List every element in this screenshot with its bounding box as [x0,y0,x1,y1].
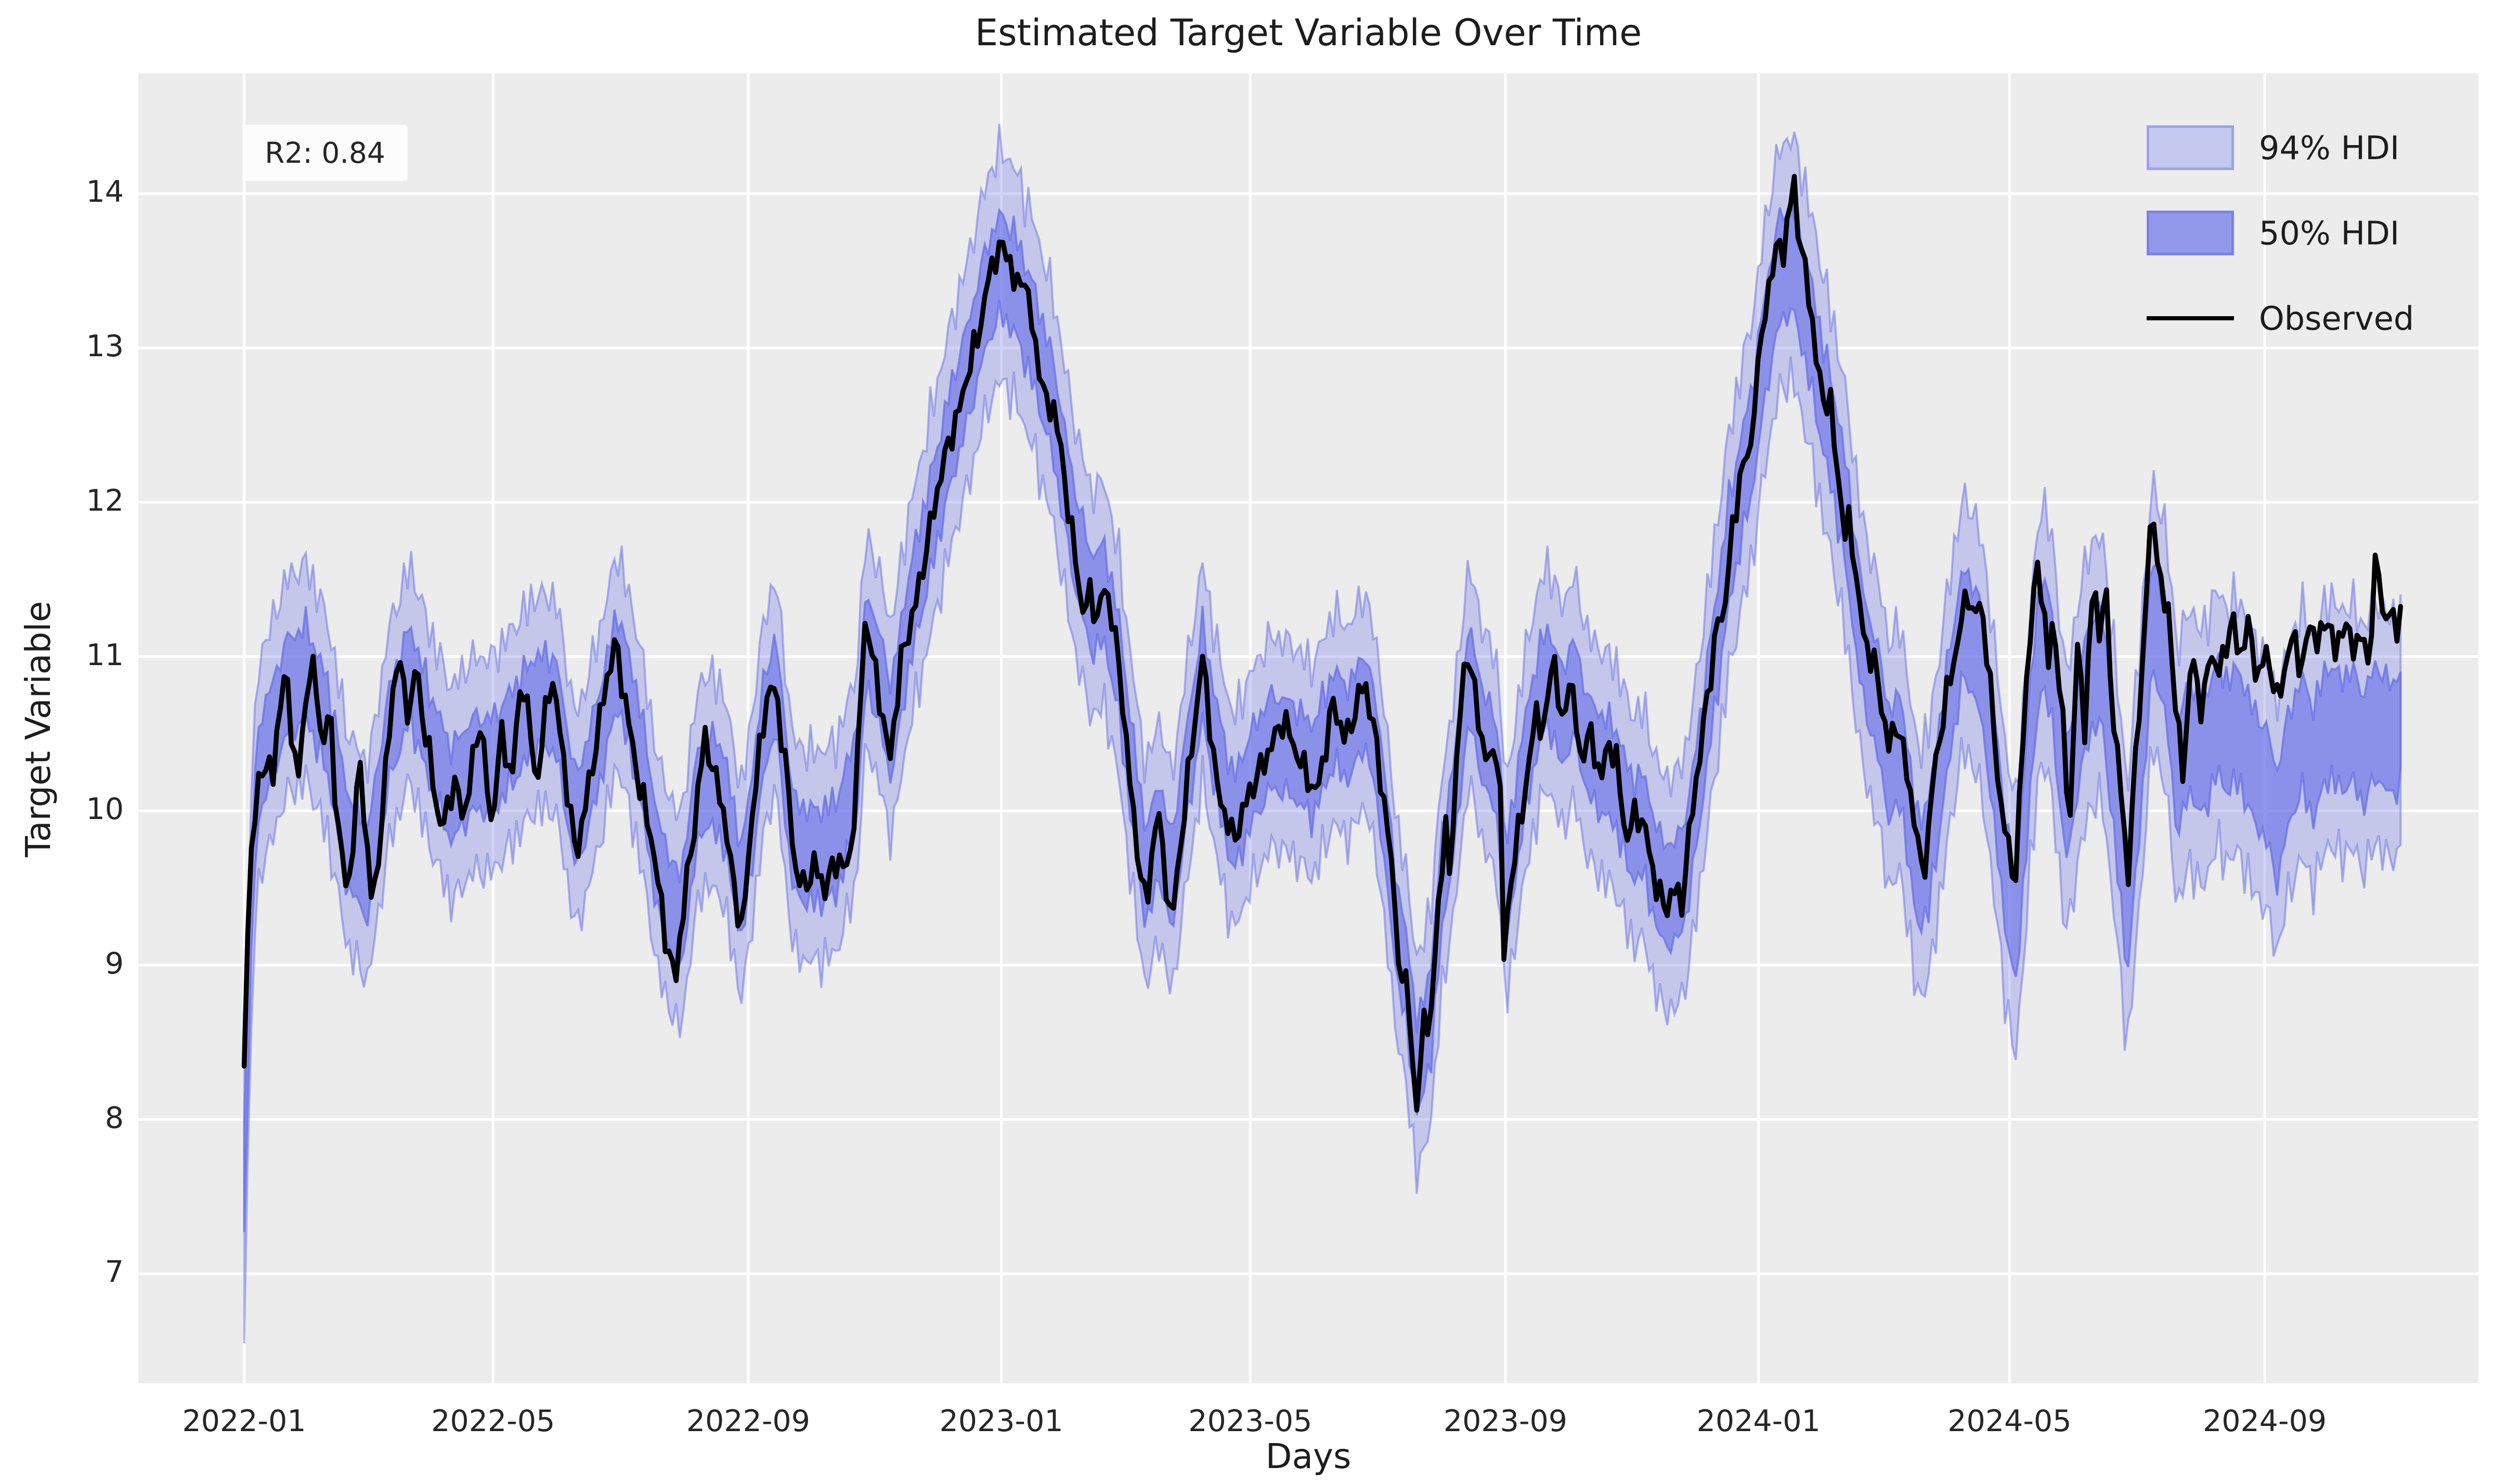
x-tick-label: 2023-05 [1188,1404,1313,1438]
x-tick-label: 2024-05 [1947,1404,2072,1438]
y-tick-label: 8 [105,1100,124,1135]
legend: 94% HDI 50% HDI Observed [2147,125,2414,341]
legend-label-observed: Observed [2259,299,2414,337]
x-tick-label: 2022-01 [182,1404,306,1438]
legend-swatch-94hdi-icon [2147,125,2234,170]
y-axis-label: Target Variable [18,601,58,858]
legend-line-observed-icon [2147,316,2234,320]
r2-annotation: R2: 0.84 [242,125,408,181]
chart-title: Estimated Target Variable Over Time [975,11,1642,54]
y-tick-label: 11 [86,638,124,672]
x-tick-label: 2022-09 [686,1404,810,1438]
x-tick-label: 2024-01 [1696,1404,1821,1438]
x-axis-label: Days [1265,1436,1352,1476]
y-tick-label: 9 [105,946,124,981]
x-tick-label: 2024-09 [2203,1404,2327,1438]
x-tick-label: 2023-09 [1443,1404,1568,1438]
legend-swatch-50hdi-icon [2147,211,2234,255]
y-tick-label: 12 [86,483,124,518]
legend-item-observed: Observed [2147,295,2414,341]
hdi50-band [243,196,2402,1232]
hdi-bands [243,124,2402,1344]
legend-label-50hdi: 50% HDI [2259,214,2400,252]
legend-item-94hdi: 94% HDI [2147,125,2414,171]
legend-item-50hdi: 50% HDI [2147,210,2414,256]
observed-line-group [241,174,2404,1113]
y-tick-label: 7 [105,1255,124,1290]
x-tick-label: 2023-01 [939,1404,1063,1438]
y-tick-label: 14 [86,175,124,210]
observed-line [241,174,2404,1113]
legend-label-94hdi: 94% HDI [2259,128,2400,167]
y-tick-label: 10 [86,792,124,827]
x-tick-label: 2022-05 [431,1404,555,1438]
y-tick-label: 13 [86,329,124,364]
